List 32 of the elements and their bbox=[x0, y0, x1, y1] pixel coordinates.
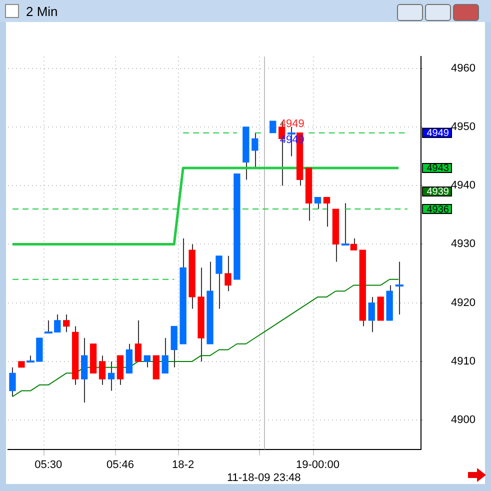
x-tick-label: 18-2 bbox=[172, 459, 194, 472]
x-tick-label: 19-00:00 bbox=[296, 459, 340, 472]
candlestick bbox=[134, 320, 142, 362]
y-tick-label: 4960 bbox=[451, 62, 476, 74]
chart-title: 2 Min bbox=[26, 4, 58, 19]
candlestick bbox=[108, 360, 115, 392]
candlestick bbox=[323, 196, 330, 228]
text: 4949 bbox=[426, 128, 450, 140]
x-tick-label: 05:46 bbox=[106, 459, 134, 472]
y-tick-label: 4930 bbox=[451, 238, 476, 250]
candlestick bbox=[9, 366, 16, 398]
text: 4943 bbox=[426, 163, 450, 174]
y-tick-label: 4910 bbox=[451, 355, 476, 368]
x-tick-label: 11-18-09 23:48 bbox=[226, 472, 301, 484]
candlestick bbox=[270, 120, 276, 134]
candlestick bbox=[98, 355, 106, 386]
candlestick bbox=[368, 296, 375, 333]
y-tick-label: 4900 bbox=[451, 414, 476, 426]
candlestick bbox=[314, 196, 322, 210]
text: 4939 bbox=[426, 186, 450, 198]
candlestick bbox=[224, 255, 232, 292]
candlestick bbox=[216, 255, 222, 310]
text: 4936 bbox=[426, 204, 450, 216]
candlestick bbox=[252, 132, 258, 168]
candlestick bbox=[162, 338, 168, 374]
x-tick-label: 05:30 bbox=[34, 459, 62, 472]
candlestick bbox=[144, 355, 150, 368]
y-tick-label: 4940 bbox=[451, 180, 476, 192]
y-tick-label: 4920 bbox=[451, 296, 476, 309]
candlestick bbox=[63, 314, 70, 333]
y-tick-label: 4950 bbox=[451, 120, 476, 133]
candlestick bbox=[350, 238, 357, 251]
